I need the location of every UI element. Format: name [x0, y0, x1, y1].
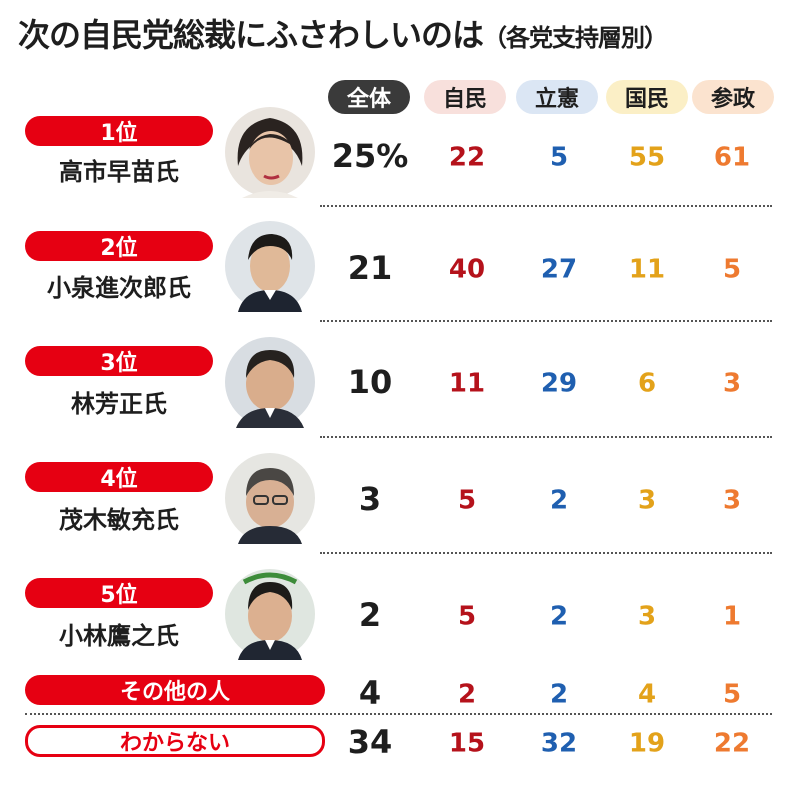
column-header-kokumin: 国民 — [606, 80, 688, 114]
value-sansei-row-2: 5 — [723, 255, 741, 285]
value-jimin-row-7: 15 — [449, 729, 485, 759]
value-kokumin-row-4: 3 — [638, 486, 656, 516]
value-sansei-row-1: 61 — [714, 143, 750, 173]
rank-badge-5: 5位 — [25, 578, 213, 608]
rank-badge-1: 1位 — [25, 116, 213, 146]
value-sansei-row-6: 5 — [723, 680, 741, 710]
candidate-name-4: 茂木敏充氏 — [59, 506, 179, 534]
value-kokumin-row-3: 6 — [638, 369, 656, 399]
value-overall-row-5: 2 — [359, 596, 381, 634]
value-sansei-row-4: 3 — [723, 486, 741, 516]
value-kokumin-row-1: 55 — [629, 143, 665, 173]
value-sansei-row-5: 1 — [723, 602, 741, 632]
value-kokumin-row-5: 3 — [638, 602, 656, 632]
column-header-jimin: 自民 — [424, 80, 506, 114]
title-main: 次の自民党総裁にふさわしいのは — [18, 16, 484, 54]
value-overall-row-4: 3 — [359, 480, 381, 518]
value-rikken-row-3: 29 — [541, 369, 577, 399]
value-jimin-row-3: 11 — [449, 369, 485, 399]
value-jimin-row-4: 5 — [458, 486, 476, 516]
value-rikken-row-1: 5 — [550, 143, 568, 173]
candidate-photo-5 — [225, 569, 315, 660]
row-separator-5 — [25, 713, 772, 715]
value-rikken-row-4: 2 — [550, 486, 568, 516]
candidate-photo-3 — [225, 337, 315, 428]
value-jimin-row-6: 2 — [458, 680, 476, 710]
value-overall-row-1: 25% — [332, 137, 409, 175]
candidate-photo-4 — [225, 453, 315, 544]
candidate-photo-1 — [225, 107, 315, 198]
value-kokumin-row-6: 4 — [638, 680, 656, 710]
candidate-name-2: 小泉進次郎氏 — [47, 274, 191, 302]
candidate-name-1: 高市早苗氏 — [59, 158, 179, 186]
unknown-label: わからない — [25, 725, 325, 757]
value-rikken-row-5: 2 — [550, 602, 568, 632]
value-sansei-row-7: 22 — [714, 729, 750, 759]
value-rikken-row-7: 32 — [541, 729, 577, 759]
value-rikken-row-2: 27 — [541, 255, 577, 285]
title-sub: （各党支持層別） — [483, 24, 668, 52]
rank-badge-4: 4位 — [25, 462, 213, 492]
value-overall-row-6: 4 — [359, 674, 381, 712]
rank-badge-2: 2位 — [25, 231, 213, 261]
candidate-photo-2 — [225, 221, 315, 312]
value-overall-row-7: 34 — [348, 723, 393, 761]
value-jimin-row-1: 22 — [449, 143, 485, 173]
row-separator-3 — [320, 436, 772, 438]
row-separator-2 — [320, 320, 772, 322]
column-header-overall: 全体 — [328, 80, 410, 114]
rank-badge-3: 3位 — [25, 346, 213, 376]
value-overall-row-2: 21 — [348, 249, 393, 287]
value-jimin-row-5: 5 — [458, 602, 476, 632]
candidate-name-5: 小林鷹之氏 — [59, 622, 179, 650]
candidate-name-3: 林芳正氏 — [71, 390, 167, 418]
value-rikken-row-6: 2 — [550, 680, 568, 710]
value-sansei-row-3: 3 — [723, 369, 741, 399]
value-overall-row-3: 10 — [348, 363, 393, 401]
row-separator-1 — [320, 205, 772, 207]
value-kokumin-row-2: 11 — [629, 255, 665, 285]
row-separator-4 — [320, 552, 772, 554]
chart-title: 次の自民党総裁にふさわしいのは（各党支持層別） — [18, 10, 668, 56]
value-jimin-row-2: 40 — [449, 255, 485, 285]
value-kokumin-row-7: 19 — [629, 729, 665, 759]
other-person-label: その他の人 — [25, 675, 325, 705]
column-header-sansei: 参政 — [692, 80, 774, 114]
column-header-rikken: 立憲 — [516, 80, 598, 114]
